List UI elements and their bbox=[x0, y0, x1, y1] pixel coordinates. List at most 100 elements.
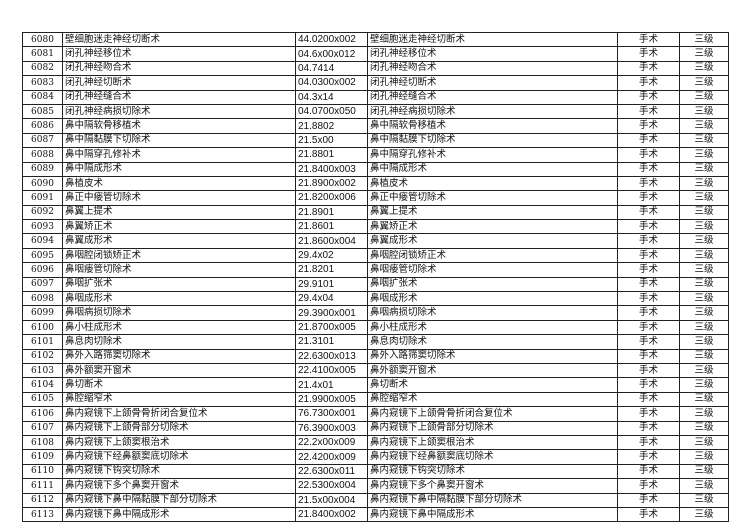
procedure-code-cell: 29.9101 bbox=[295, 276, 368, 293]
procedure-name-repeat-cell: 鼻外入路筛窦切除术 bbox=[367, 348, 618, 364]
category-cell: 手术 bbox=[617, 420, 680, 436]
procedure-name-repeat-cell: 鼻内窥镜下上颌骨部分切除术 bbox=[367, 420, 618, 436]
category-cell: 手术 bbox=[617, 175, 680, 192]
procedure-name-repeat-cell: 鼻中隔穿孔修补术 bbox=[367, 147, 618, 163]
row-number-cell: 6093 bbox=[22, 219, 63, 235]
procedure-name-repeat-cell: 鼻内窥镜下经鼻额窦底切除术 bbox=[367, 449, 618, 465]
category-cell: 手术 bbox=[617, 103, 680, 120]
table-row: 6088 鼻中隔穿孔修补术 21.8801 鼻中隔穿孔修补术 手术 三级 bbox=[22, 147, 729, 163]
category-cell: 手术 bbox=[617, 219, 680, 235]
procedure-code-cell: 22.5300x004 bbox=[295, 478, 368, 494]
procedure-code-cell: 21.8601 bbox=[295, 219, 368, 235]
procedure-code-cell: 22.2x00x009 bbox=[295, 434, 368, 451]
procedure-name-repeat-cell: 鼻咽瘘管切除术 bbox=[367, 262, 618, 278]
table-row: 6090 鼻植皮术 21.8900x002 鼻植皮术 手术 三级 bbox=[22, 175, 729, 192]
table-row: 6096 鼻咽瘘管切除术 21.8201 鼻咽瘘管切除术 手术 三级 bbox=[22, 262, 729, 278]
grade-cell: 三级 bbox=[679, 204, 729, 221]
procedure-name-cell: 鼻中隔黏膜下切除术 bbox=[62, 132, 296, 149]
category-cell: 手术 bbox=[617, 492, 680, 508]
procedure-name-cell: 鼻咽瘘管切除术 bbox=[62, 262, 296, 278]
procedure-name-repeat-cell: 闭孔神经切断术 bbox=[367, 75, 618, 91]
procedure-name-repeat-cell: 鼻咽腔闭锁矫正术 bbox=[367, 247, 618, 264]
procedure-name-repeat-cell: 鼻小柱成形术 bbox=[367, 319, 618, 336]
table-row: 6086 鼻中隔软骨移植术 21.8802 鼻中隔软骨移植术 手术 三级 bbox=[22, 118, 729, 134]
row-number-cell: 6088 bbox=[22, 147, 63, 163]
grade-cell: 三级 bbox=[679, 60, 729, 77]
procedure-name-cell: 鼻内窥镜下上颌窦根治术 bbox=[62, 434, 296, 451]
row-number-cell: 6085 bbox=[22, 103, 63, 120]
procedure-code-cell: 21.9900x005 bbox=[295, 391, 368, 408]
grade-cell: 三级 bbox=[679, 190, 729, 206]
category-cell: 手术 bbox=[617, 291, 680, 307]
procedure-name-repeat-cell: 鼻中隔黏膜下切除术 bbox=[367, 132, 618, 149]
procedure-code-cell: 22.6300x013 bbox=[295, 348, 368, 364]
row-number-cell: 6094 bbox=[22, 233, 63, 249]
row-number-cell: 6095 bbox=[22, 247, 63, 264]
procedure-name-cell: 鼻咽病损切除术 bbox=[62, 305, 296, 321]
grade-cell: 三级 bbox=[679, 46, 729, 62]
row-number-cell: 6105 bbox=[22, 391, 63, 408]
procedure-name-cell: 鼻咽腔闭锁矫正术 bbox=[62, 247, 296, 264]
grade-cell: 三级 bbox=[679, 492, 729, 508]
category-cell: 手术 bbox=[617, 161, 680, 177]
procedure-name-cell: 鼻外入路筛窦切除术 bbox=[62, 348, 296, 364]
procedure-code-cell: 21.8802 bbox=[295, 118, 368, 134]
procedure-code-cell: 21.8200x006 bbox=[295, 190, 368, 206]
category-cell: 手术 bbox=[617, 276, 680, 293]
grade-cell: 三级 bbox=[679, 118, 729, 134]
procedure-name-repeat-cell: 鼻内窥镜下钩突切除术 bbox=[367, 463, 618, 480]
procedure-code-cell: 22.6300x011 bbox=[295, 463, 368, 480]
row-number-cell: 6111 bbox=[22, 478, 63, 494]
procedure-name-cell: 鼻正中瘘管切除术 bbox=[62, 190, 296, 206]
grade-cell: 三级 bbox=[679, 463, 729, 480]
row-number-cell: 6098 bbox=[22, 291, 63, 307]
row-number-cell: 6096 bbox=[22, 262, 63, 278]
procedure-name-cell: 鼻小柱成形术 bbox=[62, 319, 296, 336]
grade-cell: 三级 bbox=[679, 434, 729, 451]
procedure-code-cell: 04.0700x050 bbox=[295, 103, 368, 120]
grade-cell: 三级 bbox=[679, 362, 729, 379]
table-row: 6084 闭孔神经缝合术 04.3x14 闭孔神经缝合术 手术 三级 bbox=[22, 89, 729, 105]
row-number-cell: 6100 bbox=[22, 319, 63, 336]
table-row: 6095 鼻咽腔闭锁矫正术 29.4x02 鼻咽腔闭锁矫正术 手术 三级 bbox=[22, 247, 729, 264]
procedure-code-cell: 29.4x04 bbox=[295, 291, 368, 307]
grade-cell: 三级 bbox=[679, 420, 729, 436]
grade-cell: 三级 bbox=[679, 175, 729, 192]
grade-cell: 三级 bbox=[679, 449, 729, 465]
row-number-cell: 6099 bbox=[22, 305, 63, 321]
row-number-cell: 6097 bbox=[22, 276, 63, 293]
category-cell: 手术 bbox=[617, 147, 680, 163]
grade-cell: 三级 bbox=[679, 377, 729, 393]
row-number-cell: 6106 bbox=[22, 406, 63, 422]
category-cell: 手术 bbox=[617, 247, 680, 264]
grade-cell: 三级 bbox=[679, 219, 729, 235]
table-row: 6105 鼻腔缩窄术 21.9900x005 鼻腔缩窄术 手术 三级 bbox=[22, 391, 729, 408]
table-row: 6111 鼻内窥镜下多个鼻窦开窗术 22.5300x004 鼻内窥镜下多个鼻窦开窗术手… bbox=[22, 478, 729, 494]
table-row: 6104 鼻切断术 21.4x01 鼻切断术 手术 三级 bbox=[22, 377, 729, 393]
table-row: 6100 鼻小柱成形术 21.8700x005 鼻小柱成形术 手术 三级 bbox=[22, 319, 729, 336]
category-cell: 手术 bbox=[617, 377, 680, 393]
procedure-name-repeat-cell: 鼻内窥镜下多个鼻窦开窗术 bbox=[367, 478, 618, 494]
procedure-name-cell: 鼻翼上提术 bbox=[62, 204, 296, 221]
procedure-code-cell: 44.0200x002 bbox=[295, 31, 368, 48]
category-cell: 手术 bbox=[617, 319, 680, 336]
table-row: 6083 闭孔神经切断术 04.0300x002 闭孔神经切断术 手术 三级 bbox=[22, 75, 729, 91]
procedure-name-cell: 鼻植皮术 bbox=[62, 175, 296, 192]
procedure-name-cell: 鼻内窥镜下上颌骨骨折闭合复位术 bbox=[62, 406, 296, 422]
table-row: 6110 鼻内窥镜下钩突切除术 22.6300x011 鼻内窥镜下钩突切除术 手术 三级 bbox=[22, 463, 729, 480]
procedure-name-cell: 鼻内窥镜下多个鼻窦开窗术 bbox=[62, 478, 296, 494]
procedure-name-repeat-cell: 鼻翼上提术 bbox=[367, 204, 618, 221]
category-cell: 手术 bbox=[617, 406, 680, 422]
procedure-name-cell: 鼻咽扩张术 bbox=[62, 276, 296, 293]
procedure-name-cell: 闭孔神经移位术 bbox=[62, 46, 296, 62]
row-number-cell: 6103 bbox=[22, 362, 63, 379]
row-number-cell: 6090 bbox=[22, 175, 63, 192]
procedure-name-repeat-cell: 壁细胞迷走神经切断术 bbox=[367, 31, 618, 48]
table-row: 6103 鼻外额窦开窗术 22.4100x005 鼻外额窦开窗术 手术 三级 bbox=[22, 362, 729, 379]
procedure-name-repeat-cell: 鼻翼成形术 bbox=[367, 233, 618, 249]
procedure-name-repeat-cell: 鼻中隔成形术 bbox=[367, 161, 618, 177]
procedure-code-cell: 21.3101 bbox=[295, 334, 368, 350]
grade-cell: 三级 bbox=[679, 506, 729, 523]
grade-cell: 三级 bbox=[679, 305, 729, 321]
grade-cell: 三级 bbox=[679, 334, 729, 350]
